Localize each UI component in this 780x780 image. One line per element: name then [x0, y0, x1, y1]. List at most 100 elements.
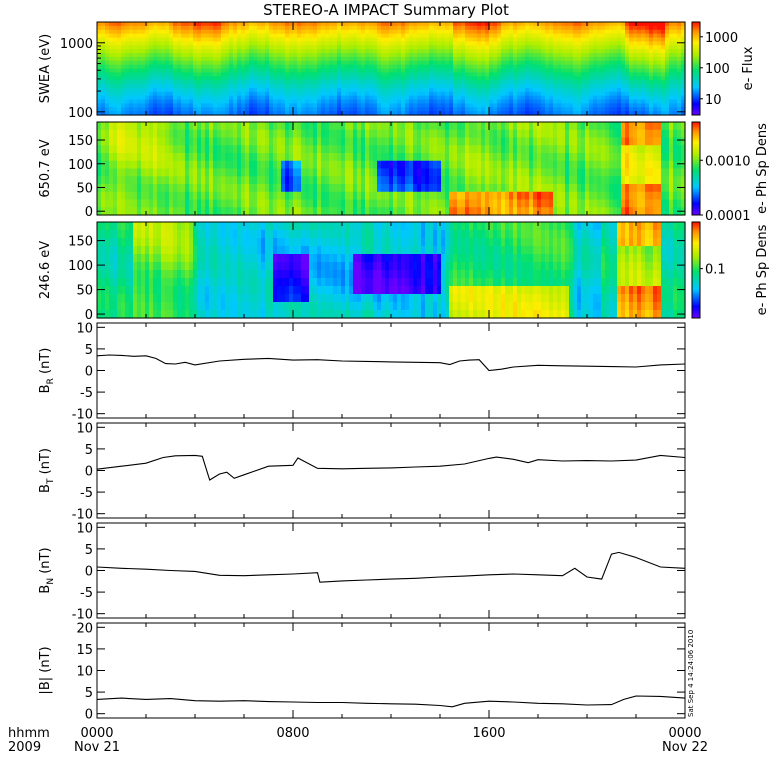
heat-cell — [541, 207, 546, 216]
heat-cell — [577, 184, 582, 193]
heat-cell — [241, 129, 246, 139]
heat-cell — [381, 33, 386, 39]
heat-cell — [581, 56, 586, 62]
heat-cell — [541, 137, 546, 146]
heat-cell — [281, 60, 286, 66]
heat-cell — [309, 129, 314, 139]
heat-cell — [317, 45, 322, 50]
heat-cell — [617, 22, 622, 27]
heat-cell — [245, 25, 250, 31]
heat-cell — [213, 153, 218, 162]
heat-cell — [213, 37, 218, 42]
heat-cell — [593, 72, 598, 77]
heat-cell — [229, 91, 234, 97]
heat-cell — [649, 49, 654, 54]
heat-cell — [405, 72, 410, 77]
heat-cell — [437, 99, 442, 104]
heat-cell — [593, 91, 598, 97]
heat-cell — [409, 87, 414, 93]
heat-cell — [569, 87, 574, 93]
heat-cell — [145, 176, 150, 185]
heat-cell — [173, 207, 178, 216]
heat-cell — [681, 99, 686, 104]
heat-cell — [565, 191, 570, 201]
heat-cell — [109, 184, 114, 193]
heat-cell — [513, 153, 518, 162]
heat-cell — [165, 45, 170, 50]
heat-cell — [345, 68, 350, 73]
heat-cell — [157, 53, 162, 58]
heat-cell — [205, 37, 210, 42]
heat-cell — [481, 56, 486, 62]
heat-cell — [465, 95, 470, 101]
heat-cell — [201, 87, 206, 93]
heat-cell — [373, 91, 378, 97]
heat-cell — [529, 56, 534, 62]
heat-cell — [437, 80, 442, 85]
heat-cell — [605, 95, 610, 101]
heat-cell — [221, 33, 226, 39]
heat-cell — [509, 41, 514, 46]
heat-cell — [625, 45, 630, 50]
heat-cell — [317, 84, 322, 89]
heat-cell — [105, 76, 110, 81]
heat-cell — [597, 80, 602, 85]
heat-cell — [493, 37, 498, 42]
heat-cell — [137, 37, 142, 42]
heat-cell — [181, 49, 186, 54]
heat-cell — [333, 199, 338, 208]
heat-cell — [213, 145, 218, 154]
heat-cell — [225, 87, 230, 93]
heat-cell — [357, 122, 362, 131]
heat-cell — [493, 191, 498, 201]
heat-cell — [449, 145, 454, 154]
heat-cell — [365, 129, 370, 139]
heat-cell — [469, 111, 474, 116]
heat-cell — [505, 80, 510, 85]
heat-cell — [153, 137, 158, 146]
heat-cell — [617, 95, 622, 101]
heat-cell — [597, 64, 602, 70]
heat-cell — [337, 84, 342, 89]
heat-cell — [553, 91, 558, 97]
heat-cell — [369, 129, 374, 139]
heat-cell — [241, 64, 246, 70]
heat-cell — [369, 33, 374, 39]
heat-cell — [209, 160, 214, 170]
heat-cell — [561, 76, 566, 81]
heat-cell — [357, 129, 362, 139]
heat-cell — [681, 25, 686, 31]
heat-cell — [349, 60, 354, 66]
heat-cell — [661, 64, 666, 70]
heat-cell — [565, 207, 570, 216]
heat-cell — [249, 207, 254, 216]
heat-cell — [541, 153, 546, 162]
heat-cell — [397, 153, 402, 162]
heat-cell — [369, 53, 374, 58]
heat-cell — [269, 33, 274, 39]
heat-cell — [225, 68, 230, 73]
heat-cell — [425, 84, 430, 89]
heat-cell — [533, 22, 538, 27]
heat-cell — [525, 145, 530, 154]
heat-cell — [401, 64, 406, 70]
heat-cell — [569, 22, 574, 27]
heat-cell — [337, 111, 342, 116]
heat-cell — [161, 45, 166, 50]
heat-cell — [521, 72, 526, 77]
heat-cell — [433, 191, 438, 201]
heat-cell — [421, 95, 426, 101]
heat-cell — [225, 103, 230, 108]
heat-cell — [109, 199, 114, 208]
heat-cell — [485, 153, 490, 162]
heat-cell — [589, 76, 594, 81]
heat-cell — [377, 76, 382, 81]
heat-cell — [269, 68, 274, 73]
heat-cell — [101, 56, 106, 62]
heat-cell — [193, 160, 198, 170]
heat-cell — [225, 129, 230, 139]
heat-cell — [109, 72, 114, 77]
heat-cell — [153, 184, 158, 193]
heat-cell — [201, 95, 206, 101]
heat-cell — [345, 76, 350, 81]
